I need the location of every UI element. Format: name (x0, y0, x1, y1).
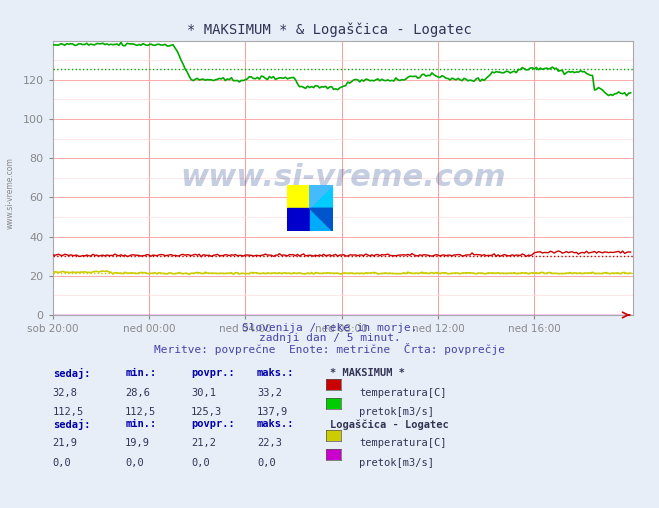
Text: pretok[m3/s]: pretok[m3/s] (359, 407, 434, 417)
Text: povpr.:: povpr.: (191, 368, 235, 378)
Text: 0,0: 0,0 (257, 458, 275, 468)
Text: 33,2: 33,2 (257, 388, 282, 398)
Text: 112,5: 112,5 (125, 407, 156, 417)
Text: 28,6: 28,6 (125, 388, 150, 398)
Text: Logaščica - Logatec: Logaščica - Logatec (330, 419, 448, 430)
Text: www.si-vreme.com: www.si-vreme.com (5, 157, 14, 229)
Text: www.si-vreme.com: www.si-vreme.com (180, 163, 505, 193)
Text: temperatura[C]: temperatura[C] (359, 388, 447, 398)
Text: Slovenija / reke in morje.: Slovenija / reke in morje. (242, 323, 417, 333)
Text: Meritve: povprečne  Enote: metrične  Črta: povprečje: Meritve: povprečne Enote: metrične Črta:… (154, 343, 505, 355)
Text: temperatura[C]: temperatura[C] (359, 438, 447, 449)
Bar (310, 208, 333, 231)
Text: sedaj:: sedaj: (53, 419, 90, 430)
Text: * MAKSIMUM *: * MAKSIMUM * (330, 368, 405, 378)
Text: 22,3: 22,3 (257, 438, 282, 449)
Text: 0,0: 0,0 (191, 458, 210, 468)
Bar (287, 185, 310, 208)
Bar (287, 208, 310, 231)
Text: 21,2: 21,2 (191, 438, 216, 449)
Polygon shape (310, 185, 333, 208)
Text: 112,5: 112,5 (53, 407, 84, 417)
Text: 30,1: 30,1 (191, 388, 216, 398)
Text: maks.:: maks.: (257, 368, 295, 378)
Bar (310, 185, 333, 208)
Text: 0,0: 0,0 (125, 458, 144, 468)
Text: 19,9: 19,9 (125, 438, 150, 449)
Text: 21,9: 21,9 (53, 438, 78, 449)
Text: min.:: min.: (125, 419, 156, 429)
Polygon shape (310, 208, 333, 231)
Text: min.:: min.: (125, 368, 156, 378)
Text: 32,8: 32,8 (53, 388, 78, 398)
Text: sedaj:: sedaj: (53, 368, 90, 379)
Text: zadnji dan / 5 minut.: zadnji dan / 5 minut. (258, 333, 401, 343)
Text: povpr.:: povpr.: (191, 419, 235, 429)
Text: 0,0: 0,0 (53, 458, 71, 468)
Text: * MAKSIMUM * & Logaščica - Logatec: * MAKSIMUM * & Logaščica - Logatec (187, 23, 472, 38)
Text: maks.:: maks.: (257, 419, 295, 429)
Text: 125,3: 125,3 (191, 407, 222, 417)
Text: pretok[m3/s]: pretok[m3/s] (359, 458, 434, 468)
Text: 137,9: 137,9 (257, 407, 288, 417)
